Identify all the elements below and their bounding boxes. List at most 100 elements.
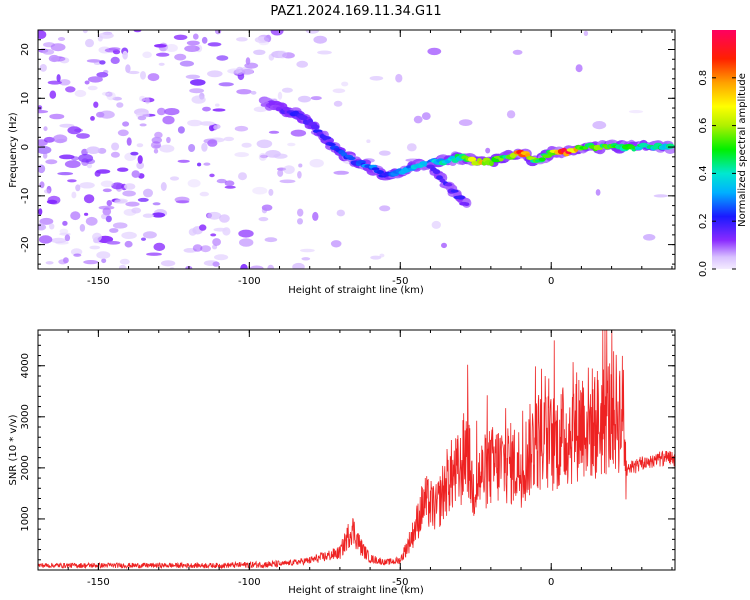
- y-tick-label: 0: [20, 144, 31, 150]
- noise-blob: [121, 231, 137, 239]
- noise-blob: [310, 96, 322, 101]
- noise-blob: [277, 50, 287, 59]
- noise-blob: [370, 255, 382, 260]
- noise-blob: [336, 209, 345, 217]
- noise-blob: [48, 54, 60, 63]
- noise-blob: [122, 190, 136, 197]
- noise-blob: [258, 152, 267, 161]
- x-tick-label: 0: [548, 276, 554, 287]
- noise-blob: [173, 34, 188, 40]
- colorbar-label: Normalized spectral amplitude: [737, 73, 748, 227]
- noise-blob: [333, 170, 350, 175]
- noise-blob: [49, 90, 57, 99]
- x-tick-label: -100: [238, 577, 261, 588]
- noise-blob: [96, 72, 109, 78]
- noise-blob: [154, 131, 163, 139]
- noise-blob: [38, 30, 47, 39]
- noise-blob: [101, 213, 107, 220]
- noise-blob: [83, 260, 99, 265]
- noise-blob: [67, 126, 82, 135]
- noise-blob: [38, 146, 52, 154]
- noise-blob: [183, 248, 197, 253]
- noise-blob: [268, 53, 275, 61]
- noise-blob: [117, 129, 129, 137]
- noise-blob: [84, 80, 90, 85]
- noise-blob: [139, 95, 146, 102]
- noise-blob: [84, 212, 89, 216]
- noise-blob: [59, 154, 75, 160]
- noise-blob: [142, 51, 152, 59]
- noise-blob: [57, 172, 74, 176]
- snr-ticks: -150 -100 -50 0 1000 2000 3000 4000: [20, 330, 675, 588]
- y-tick-label: 4000: [20, 353, 31, 378]
- noise-blob: [249, 265, 264, 269]
- noise-blob: [109, 228, 119, 233]
- noise-blob: [100, 180, 114, 188]
- ridge-core: [450, 189, 459, 193]
- noise-blob: [79, 182, 95, 189]
- noise-blob: [239, 238, 254, 247]
- noise-blob: [153, 148, 159, 154]
- noise-blob: [210, 233, 217, 237]
- noise-blob: [94, 170, 101, 177]
- noise-blob: [39, 181, 45, 189]
- spectrogram-x-label: Height of straight line (km): [288, 285, 424, 296]
- noise-blob: [224, 185, 236, 189]
- noise-blob: [39, 64, 47, 72]
- ridge-core: [323, 136, 332, 140]
- noise-blob: [212, 261, 220, 267]
- ridge-core: [432, 169, 441, 175]
- noise-blob: [82, 30, 88, 34]
- noise-blob: [281, 87, 293, 93]
- noise-blob: [277, 169, 284, 177]
- noise-blob: [213, 125, 219, 130]
- noise-blob: [218, 82, 234, 87]
- noise-blob: [595, 189, 601, 196]
- ridge-core: [491, 159, 501, 163]
- noise-blob: [458, 119, 473, 126]
- noise-blob: [427, 47, 442, 56]
- noise-blob: [301, 257, 311, 261]
- noise-blob: [112, 222, 128, 229]
- noise-blob: [215, 30, 222, 35]
- noise-blob: [236, 37, 248, 42]
- noise-blob: [39, 217, 54, 225]
- noise-blob: [201, 142, 208, 152]
- noise-blob: [213, 227, 227, 232]
- snr-series-line: [38, 330, 675, 570]
- noise-blob: [216, 178, 227, 184]
- noise-blob: [297, 171, 302, 179]
- noise-blob: [177, 126, 185, 134]
- noise-blob: [224, 180, 235, 187]
- noise-blob: [169, 176, 180, 181]
- noise-blob: [193, 33, 199, 40]
- noise-blob: [188, 228, 197, 236]
- noise-blob: [136, 143, 144, 148]
- noise-blob: [58, 79, 71, 86]
- y-tick-label: -10: [20, 188, 31, 204]
- colorbar-tick-label: 0.2: [698, 213, 709, 229]
- noise-blob: [45, 159, 58, 165]
- noise-blob: [116, 102, 124, 108]
- spectrogram-blobs: [38, 30, 675, 269]
- noise-blob: [49, 223, 55, 230]
- noise-blob: [147, 73, 160, 82]
- noise-blob: [263, 35, 271, 42]
- colorbar-tick-label: 0.6: [698, 118, 709, 134]
- noise-blob: [56, 74, 61, 82]
- noise-blob: [153, 242, 166, 251]
- noise-blob: [191, 95, 206, 104]
- noise-blob: [101, 91, 110, 96]
- x-tick-label: 0: [548, 577, 554, 588]
- noise-blob: [146, 252, 162, 256]
- noise-blob: [296, 60, 309, 68]
- noise-blob: [99, 60, 106, 65]
- noise-blob: [123, 208, 137, 216]
- noise-blob: [42, 49, 55, 55]
- noise-blob: [192, 244, 203, 252]
- noise-blob: [207, 70, 223, 78]
- noise-blob: [575, 64, 583, 73]
- noise-blob: [111, 142, 120, 151]
